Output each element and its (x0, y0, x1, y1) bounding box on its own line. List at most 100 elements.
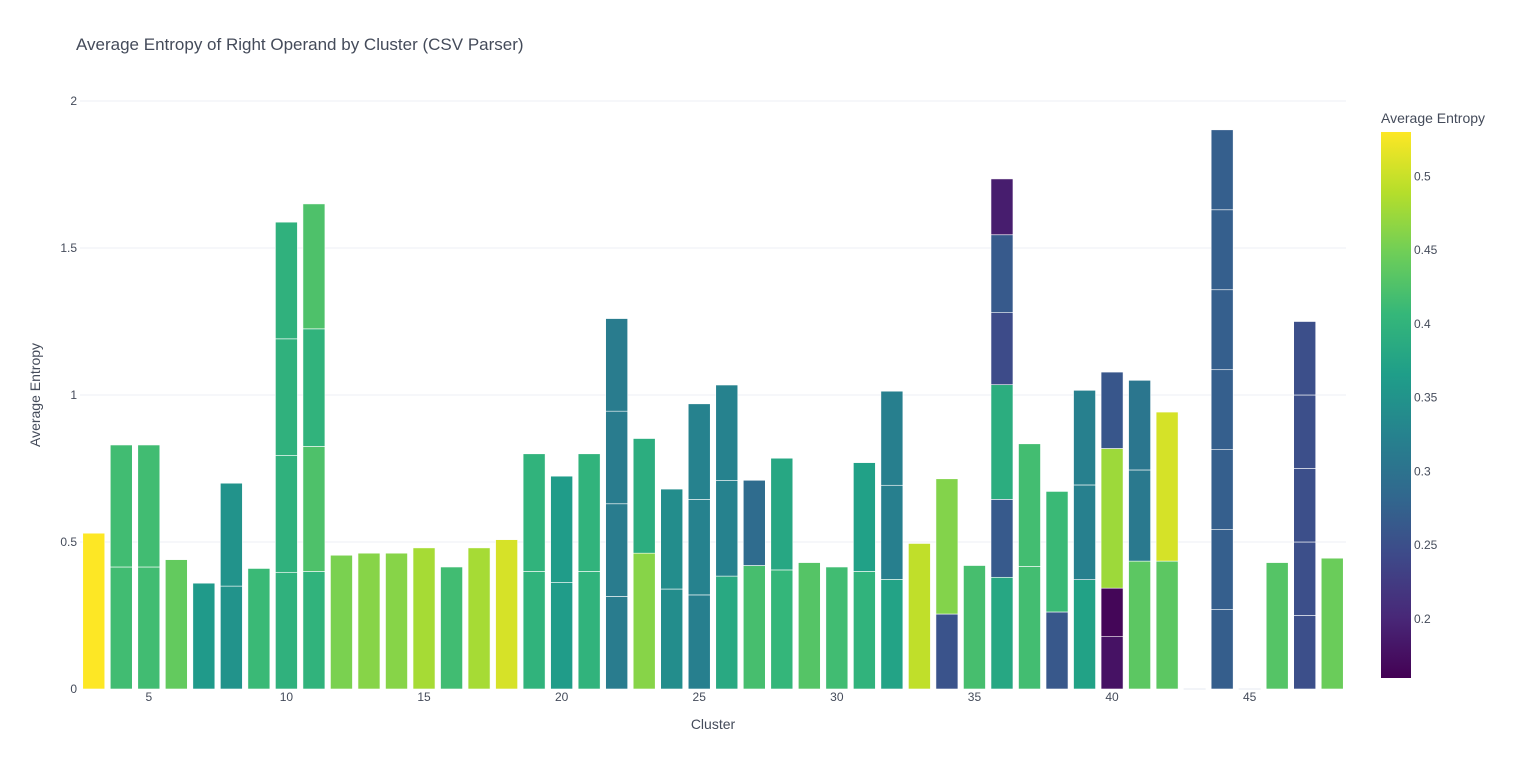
bar-segment (687, 499, 711, 596)
bar-segment (1155, 560, 1179, 690)
bar-segment (990, 312, 1014, 386)
y-axis-ticks: 0 0.5 1 1.5 2 (60, 94, 77, 696)
bar-segment (742, 565, 766, 690)
bar-segment (165, 559, 188, 690)
bar-segment (1018, 443, 1041, 567)
x-tick-label: 5 (145, 690, 152, 704)
bar-segment (1155, 411, 1179, 562)
bar-segment (467, 547, 491, 690)
colorbar: Average Entropy 0.2 0.25 0.3 0.35 0.4 0.45 0.5 (1381, 110, 1485, 678)
bar-segment (1073, 389, 1096, 486)
bar-segment (880, 484, 904, 580)
bar-segment (687, 403, 711, 500)
bar-segment (1210, 529, 1234, 610)
bar-segment (495, 539, 518, 690)
bar-segment (605, 503, 628, 597)
bar-segment (935, 478, 959, 615)
bar-segment (137, 444, 161, 568)
x-tick-label: 45 (1243, 690, 1257, 704)
bar-segment (660, 588, 684, 690)
bar-segment (770, 457, 794, 571)
x-axis-title: Cluster (691, 716, 736, 732)
bar-segment (1293, 394, 1317, 469)
bar-segment (109, 444, 133, 568)
colorbar-tick-label: 0.4 (1414, 317, 1431, 331)
bar-segment (1210, 129, 1234, 211)
bar-segment (1100, 636, 1124, 690)
bar-segment (577, 453, 601, 572)
bar-segment (825, 566, 849, 690)
bar-segment (302, 203, 326, 330)
bar-segment (1210, 369, 1234, 450)
bar-segment (357, 552, 381, 690)
colorbar-ticks: 0.2 0.25 0.3 0.35 0.4 0.45 0.5 (1414, 169, 1438, 626)
colorbar-tick-label: 0.25 (1414, 538, 1438, 552)
bar-segment (1293, 615, 1317, 690)
bar-segment (1073, 484, 1096, 580)
bar-segment (1100, 448, 1124, 589)
bar-segment (1100, 371, 1124, 449)
x-tick-label: 25 (693, 690, 707, 704)
bar-segment (605, 596, 628, 690)
bar-segment (715, 384, 739, 481)
bar-segment (1293, 321, 1317, 396)
bar-segment (302, 571, 326, 690)
bar-segment (880, 390, 904, 486)
bar-segment (440, 566, 463, 690)
colorbar-tick-label: 0.5 (1414, 169, 1431, 183)
bar-segment (798, 562, 821, 690)
bar-segment (1293, 541, 1317, 616)
colorbar-tick-label: 0.2 (1414, 612, 1431, 626)
bar-segment (1320, 557, 1344, 690)
bar-segment (632, 552, 656, 690)
bar-segment (220, 482, 243, 587)
y-tick-label: 0.5 (60, 535, 77, 549)
bar-segment (550, 582, 573, 690)
bar-segment (880, 579, 904, 690)
bar-segment (1073, 579, 1096, 690)
bar-segment (990, 234, 1014, 313)
bar-segment (1128, 560, 1151, 690)
bar-segment (715, 480, 739, 577)
x-tick-label: 40 (1105, 690, 1119, 704)
bar-segment (1265, 562, 1289, 690)
bar-segment (1210, 609, 1234, 690)
bar-segment (963, 565, 986, 690)
x-tick-label: 20 (555, 690, 569, 704)
bar-segment (990, 499, 1014, 578)
bar-segment (109, 566, 133, 690)
bar-segment (275, 221, 298, 340)
bar-segment (1045, 611, 1069, 690)
bar-segment (550, 475, 573, 583)
bar-segment (412, 547, 436, 690)
bar-segment (275, 455, 298, 573)
bar-segment (770, 569, 794, 690)
bar-segment (82, 532, 106, 690)
bar-segment (1128, 469, 1151, 562)
colorbar-tick-label: 0.45 (1414, 243, 1438, 257)
bar-segment (522, 571, 546, 690)
bars (82, 129, 1344, 690)
bar-segment (1128, 379, 1151, 471)
bar-segment (1210, 209, 1234, 291)
bar-segment (853, 571, 876, 690)
bar-segment (1293, 468, 1317, 543)
bar-segment (935, 613, 959, 690)
chart-title: Average Entropy of Right Operand by Clus… (76, 35, 524, 54)
bar-segment (990, 576, 1014, 690)
bar-segment (220, 585, 243, 690)
bar-segment (247, 568, 271, 690)
bar-segment (660, 488, 684, 590)
colorbar-gradient (1381, 132, 1411, 678)
bar-segment (577, 571, 601, 690)
bar-segment (137, 566, 161, 690)
x-tick-label: 10 (280, 690, 294, 704)
bar-segment (192, 582, 216, 690)
bar-segment (715, 575, 739, 690)
bar-segment (605, 410, 628, 505)
bar-segment (908, 543, 931, 690)
bar-segment (302, 328, 326, 447)
bar-segment (990, 178, 1014, 236)
bar-segment (1018, 566, 1041, 690)
bar-segment (1210, 289, 1234, 371)
